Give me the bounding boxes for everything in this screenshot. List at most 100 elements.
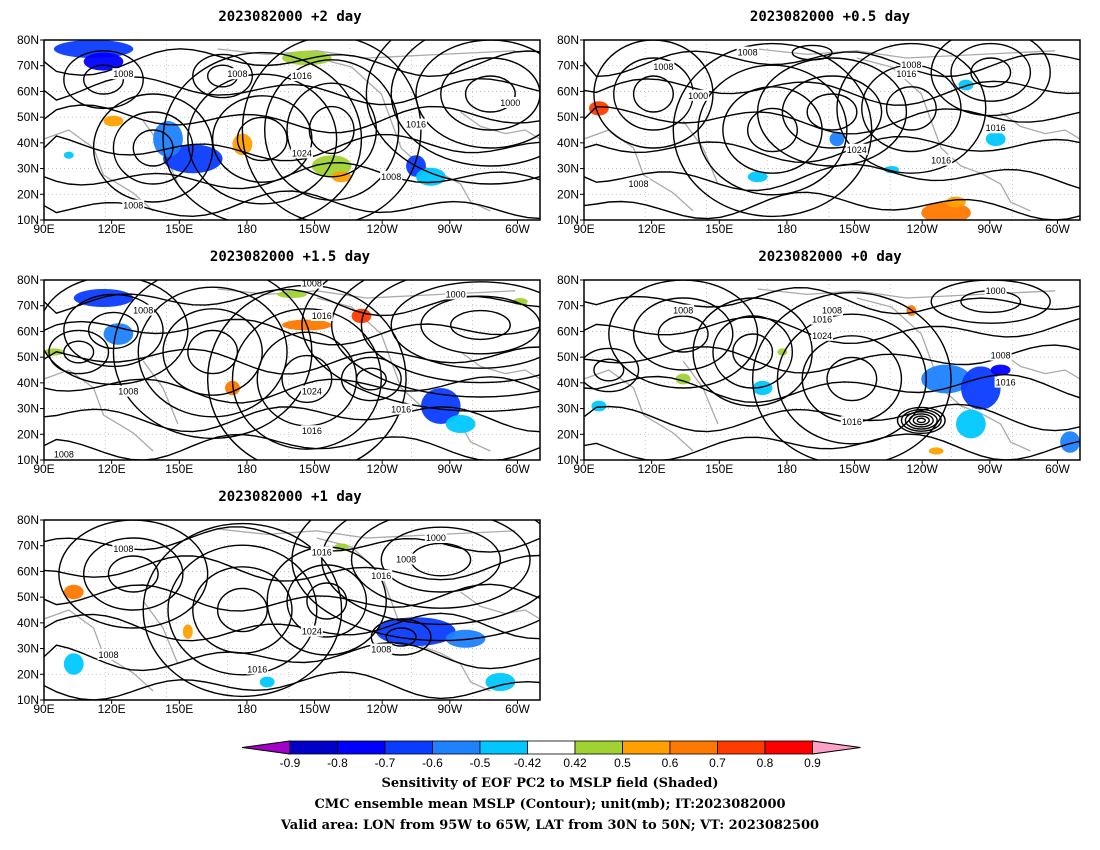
lon-tick-label: 90W	[437, 702, 462, 716]
colorbar-label: -0.6	[422, 756, 443, 770]
mslp-contour	[380, 526, 502, 593]
sensitivity-shading	[445, 415, 476, 433]
coastline	[44, 129, 154, 212]
contour-label-bg	[300, 425, 323, 437]
lat-tick-label: 10N	[17, 213, 39, 227]
mslp-contour	[904, 411, 938, 430]
colorbar-label: -0.42	[514, 756, 542, 770]
contour-label: 1008	[673, 306, 693, 316]
mslp-contour	[360, 280, 540, 384]
lon-tick-label: 90W	[977, 222, 1002, 236]
contour-label-bg	[424, 532, 447, 543]
contour-label-bg	[117, 385, 140, 397]
mslp-contour	[970, 57, 1012, 88]
coastline	[584, 369, 694, 452]
mslp-contour	[286, 564, 368, 638]
mslp-contour	[370, 618, 432, 656]
lat-tick-label: 40N	[557, 376, 579, 390]
lon-tick-label: 120W	[907, 462, 939, 476]
panel-title: 2023082000 +1.5 day	[210, 249, 371, 265]
mslp-contour	[264, 59, 400, 201]
contour-label-bg	[300, 385, 323, 397]
lon-tick-label: 180	[777, 222, 797, 236]
mslp-contour	[584, 347, 640, 393]
contour-label: 1016	[312, 547, 332, 557]
sensitivity-shading	[420, 388, 461, 424]
lat-tick-label: 40N	[557, 136, 579, 150]
colorbar-swatch	[622, 740, 671, 755]
contour-label-bg	[900, 59, 923, 71]
sensitivity-shading	[588, 101, 609, 116]
lat-tick-label: 80N	[17, 273, 39, 287]
mslp-contour	[63, 50, 144, 110]
lat-tick-label: 50N	[17, 110, 39, 124]
contour-label: 1016	[896, 69, 916, 79]
lat-tick-label: 20N	[557, 427, 579, 441]
lon-tick-label: 90W	[437, 222, 462, 236]
lat-tick-label: 70N	[17, 539, 39, 553]
mslp-contour	[836, 42, 987, 174]
contour-label: 1016	[312, 311, 332, 321]
lat-tick-label: 20N	[17, 187, 39, 201]
mslp-contour	[390, 40, 540, 167]
lat-tick-label: 60N	[17, 84, 39, 98]
lat-tick-label: 50N	[557, 350, 579, 364]
contour-label-bg	[989, 349, 1012, 361]
mslp-contour	[806, 93, 858, 131]
lon-tick-label: 90W	[977, 462, 1002, 476]
mslp-contour	[930, 40, 1051, 117]
lon-tick-label: 60W	[1045, 462, 1070, 476]
mslp-contour	[593, 40, 714, 149]
coastline	[217, 48, 516, 59]
contour-label: 1016	[812, 315, 832, 325]
sensitivity-shading	[182, 624, 193, 639]
mslp-contour	[584, 316, 1080, 345]
mslp-contour	[44, 612, 540, 642]
lat-tick-label: 10N	[557, 453, 579, 467]
panel-title: 2023082000 +2 day	[218, 9, 362, 25]
mslp-contour	[350, 520, 531, 609]
coastline	[757, 48, 1056, 59]
mslp-contour	[415, 40, 540, 149]
sensitivity-shading	[928, 447, 944, 455]
lon-tick-label: 120W	[367, 462, 399, 476]
lat-tick-label: 10N	[17, 693, 39, 707]
mslp-contour	[48, 329, 110, 375]
lon-tick-label: 120E	[98, 702, 126, 716]
lon-tick-label: 60W	[505, 222, 530, 236]
lat-tick-label: 40N	[17, 616, 39, 630]
sensitivity-shading	[747, 171, 768, 183]
colorbar-label: 0.42	[563, 756, 587, 770]
panel-frame	[583, 39, 1081, 221]
contour-label-bg	[672, 304, 695, 316]
mslp-contour	[900, 408, 942, 432]
lon-tick-label: 120E	[98, 222, 126, 236]
map-panel-p1: 2023082000 +1 day 1008 1016 1008 1000 1016 102…	[17, 489, 541, 716]
lat-tick-label: 20N	[557, 187, 579, 201]
contour-label-bg	[310, 546, 333, 558]
lon-tick-label: 180	[777, 462, 797, 476]
contour-label-bg	[380, 170, 403, 182]
mslp-contour	[632, 297, 734, 371]
contour-label: 1008	[738, 48, 758, 58]
mslp-contour	[44, 280, 189, 386]
contour-label: 1008	[381, 172, 401, 182]
contour-label: 1016	[391, 405, 411, 415]
lon-tick-label: 90E	[573, 222, 594, 236]
map-panel-p05: 2023082000 +0.5 day100810081000101610081…	[557, 9, 1081, 236]
contour-label: 1008	[396, 555, 416, 565]
mslp-contour	[791, 44, 833, 61]
mslp-contour	[306, 582, 348, 620]
sensitivity-shading	[485, 673, 516, 691]
lon-tick-label: 150E	[705, 222, 733, 236]
sensitivity-shading	[829, 131, 845, 147]
map-content: 1008 1016 1008 1000 1016 1024 1008 1008 1016	[44, 520, 540, 700]
mslp-contour	[44, 554, 540, 582]
contour-label: 1016	[371, 571, 391, 581]
contour-label: 1016	[986, 123, 1006, 133]
colorbar-swatch	[669, 740, 718, 755]
contour-label-bg	[246, 663, 269, 675]
contour-label-bg	[112, 68, 135, 80]
